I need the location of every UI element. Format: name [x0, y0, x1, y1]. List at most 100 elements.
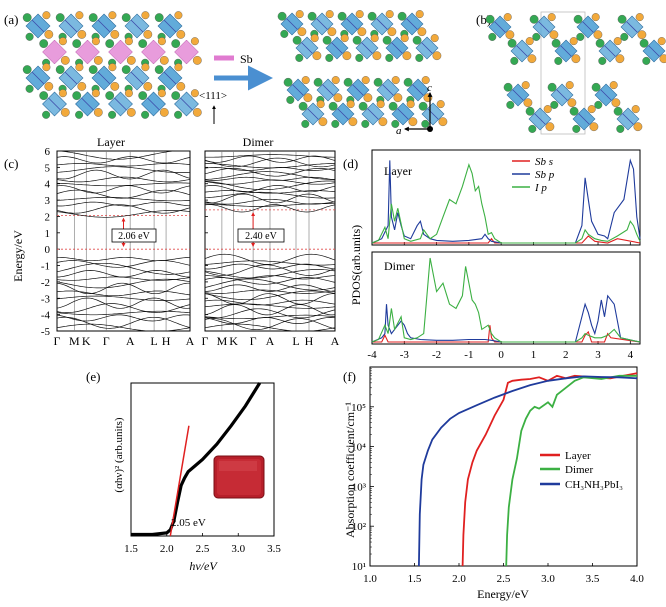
i-atom [589, 122, 599, 132]
c-frame [56, 150, 191, 332]
i-atom [506, 100, 515, 109]
sb-i-bond [64, 71, 78, 85]
i-atom [569, 106, 579, 116]
i-atom [60, 56, 70, 65]
i-atom [639, 38, 649, 48]
sb-i-bond [556, 89, 568, 101]
sb-i-bond [147, 97, 160, 111]
sb-i-bond [163, 19, 177, 33]
i-atom [141, 11, 150, 20]
i-atom [388, 101, 398, 111]
i-atom [565, 81, 574, 90]
i-atom [121, 13, 131, 23]
i-atom [400, 34, 409, 43]
sb-i-bond [163, 71, 177, 85]
c-band-line [204, 303, 336, 309]
i-atom [591, 13, 600, 22]
i-atom [507, 38, 517, 48]
i-atom [22, 13, 32, 23]
i-atom [55, 65, 65, 75]
d-xtick-label: 4 [628, 349, 634, 361]
i-atom [333, 93, 343, 103]
i-atom [620, 32, 629, 41]
i-atom [355, 10, 364, 19]
i-atom [303, 93, 313, 103]
f-ylabel: Absorption coefficient/cm⁻¹ [343, 402, 357, 538]
i-atom [277, 11, 287, 21]
i-atom [342, 51, 352, 61]
c-gap-annotation-dimer: 2.40 eV [237, 228, 285, 243]
i-atom [503, 82, 513, 92]
axes-indicator: c a [396, 82, 433, 137]
i-atom [88, 65, 98, 75]
sb-i-bond [48, 97, 61, 111]
i-atom [176, 30, 186, 39]
i-atom [154, 65, 164, 75]
i-atom [569, 37, 578, 46]
i-atom [110, 30, 120, 39]
d-series-sb-p [371, 294, 641, 343]
i-atom [567, 98, 577, 108]
i-atom [615, 54, 625, 64]
i-atom [361, 76, 370, 85]
e-annotation: 2.05 eV [171, 517, 206, 529]
c-band-line [56, 303, 191, 313]
sb-i-bond [331, 42, 343, 54]
i-atom [295, 10, 304, 19]
i-atom [25, 84, 34, 93]
i-atom [529, 14, 539, 24]
sb-i-bond [346, 18, 358, 30]
sb-i-bond [292, 84, 304, 96]
i-atom [576, 32, 585, 41]
d-series-i-p [371, 257, 641, 343]
i-atom [532, 32, 541, 41]
c-band-line [204, 253, 336, 265]
i-atom [75, 110, 84, 119]
i-atom [505, 30, 515, 40]
sb-i-bond [622, 113, 634, 125]
f-legend: Layer Dimer CH₃NH₃PbI₃ [540, 450, 623, 491]
c-xtick-label: A [331, 334, 340, 348]
c-xtick-label: L [292, 334, 299, 348]
c-xtick-label: Γ [54, 334, 61, 348]
i-atom [408, 117, 418, 127]
c-band-line [204, 264, 336, 276]
i-atom [58, 37, 67, 46]
c-band-line [56, 314, 191, 322]
e-ylabel: (αhν)² (arb.units) [113, 417, 125, 492]
c-band-line [56, 176, 191, 183]
i-atom [571, 54, 581, 64]
i-atom [286, 95, 295, 104]
sb-i-bond [367, 108, 379, 120]
sb-i-bond [391, 42, 403, 54]
i-atom [108, 110, 117, 119]
d-frame [371, 251, 641, 345]
i-atom [635, 13, 644, 22]
i-atom [521, 81, 530, 90]
sb-i-bond [97, 19, 111, 33]
i-atom [154, 13, 164, 23]
i-atom [159, 56, 169, 65]
i-atom [642, 56, 651, 65]
c-title-dimer: Dimer [243, 135, 274, 149]
c-band-line [56, 185, 191, 194]
c-band-line [56, 262, 191, 275]
f-plot-area: 1.0 1.5 2.0 2.5 3.0 3.5 4.0 10¹ 10² 10³ 10⁴ 10⁵ [351, 366, 644, 585]
f-ytick-label: 10¹ [352, 561, 366, 573]
i-atom [595, 38, 605, 48]
i-atom [385, 53, 394, 62]
sb-octahedron [42, 39, 67, 65]
c-title-layer: Layer [97, 135, 125, 149]
c-band-line [205, 284, 335, 292]
i-atom [503, 13, 512, 22]
i-atom [75, 63, 84, 72]
c-band-line [204, 293, 335, 305]
f-legend-layer: Layer [565, 450, 591, 462]
c-ytick-label: 0 [45, 244, 51, 256]
c-band-line [204, 198, 336, 205]
e-series-fit [169, 425, 190, 537]
i-atom [554, 56, 563, 65]
i-atom [190, 37, 199, 46]
i-atom [159, 108, 169, 117]
c-band-line [56, 201, 191, 207]
